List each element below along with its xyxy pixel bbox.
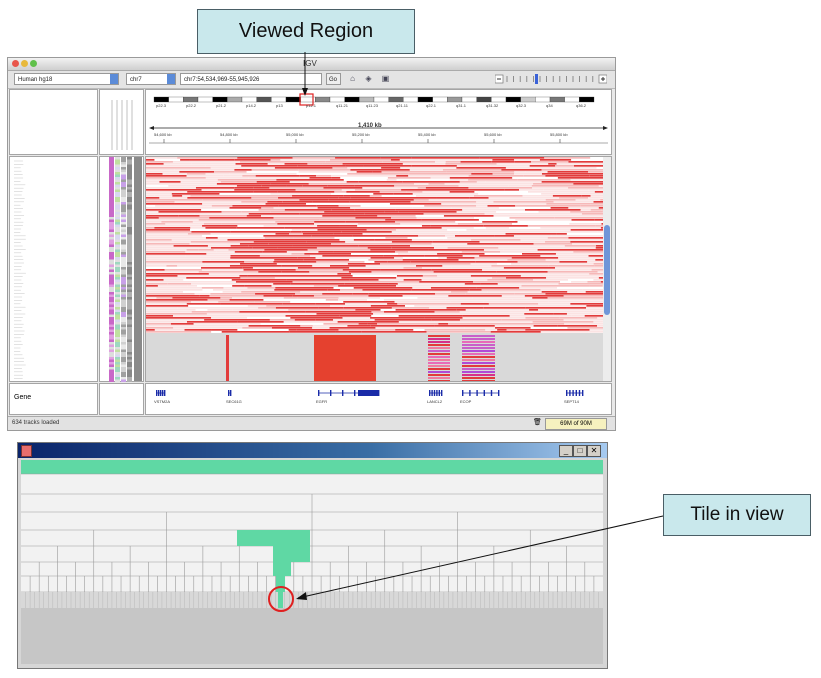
- chromosome-ideogram[interactable]: [146, 90, 611, 154]
- gene-label: LANCL2: [427, 399, 443, 404]
- window-icon[interactable]: ▣: [381, 74, 390, 83]
- ruler-tick-label: 55,400 kb: [418, 132, 436, 137]
- cytoband-label: p12.1: [306, 103, 317, 108]
- ruler-tick-label: 55,200 kb: [352, 132, 370, 137]
- memory-indicator: 69M of 90M: [545, 418, 607, 430]
- cytoband-label: p21.2: [216, 103, 227, 108]
- zoom-slider[interactable]: [495, 74, 607, 84]
- chromosome-value: chr7: [130, 77, 142, 83]
- igv-titlebar: IGV: [8, 58, 615, 71]
- heatmap-tracks: [146, 157, 611, 382]
- name-header-panel: [9, 89, 98, 155]
- track-name-list: [14, 160, 26, 379]
- genome-value: Human hg18: [18, 77, 53, 83]
- igv-window: IGV Human hg18 chr7 chr7:54,534,969-55,9…: [7, 57, 616, 431]
- gene-label: EGFR: [316, 399, 328, 404]
- cytoband-label: q21.11: [396, 103, 408, 108]
- genome-select[interactable]: Human hg18: [14, 73, 119, 85]
- cytoband-label: q31.32: [486, 103, 499, 108]
- zoom-icon[interactable]: [30, 60, 37, 67]
- header-data-panel: p22.3 p22.2 p21.2 p14.2 p13 p12.1 q11.21 q11.23…: [145, 89, 612, 155]
- cytoband-label: p13: [276, 103, 283, 108]
- igv-toolbar: Human hg18 chr7 chr7:54,534,969-55,945,9…: [8, 71, 615, 89]
- gene-label: VSTM2A: [154, 399, 171, 404]
- cytoband-label: q31.1: [456, 103, 467, 108]
- gene-label: SEPT14: [564, 399, 579, 404]
- attribute-panel: [99, 156, 144, 382]
- gene-track-panel: VSTM2A SEC61G EGFR LANCL2 ECOP SEPT14: [145, 383, 612, 415]
- maximize-button[interactable]: □: [573, 445, 587, 457]
- window-title: IGV: [303, 59, 317, 68]
- gene-label: ECOP: [460, 399, 472, 404]
- go-label: Go: [329, 77, 338, 83]
- minimize-button[interactable]: _: [559, 445, 573, 457]
- chevron-down-icon: [167, 74, 175, 84]
- tile-canvas: [21, 460, 603, 664]
- home-icon[interactable]: ⌂: [350, 74, 355, 83]
- tile-in-view-callout: Tile in view: [663, 494, 811, 536]
- locus-input[interactable]: chr7:54,534,969-55,945,926: [180, 73, 322, 85]
- cytoband-label: p14.2: [246, 103, 257, 108]
- tile-pyramid: [21, 460, 603, 664]
- chromosome-select[interactable]: chr7: [126, 73, 176, 85]
- ruler-tick-label: 54,800 kb: [220, 132, 238, 137]
- data-panel: [145, 156, 612, 382]
- cytoband-label: p22.3: [156, 103, 167, 108]
- go-button[interactable]: Go: [326, 73, 341, 85]
- cytoband-label: q11.21: [336, 103, 348, 108]
- gene-attribute-panel: [99, 383, 144, 415]
- ruler-tick-label: 55,000 kb: [286, 132, 304, 137]
- cytoband-label: q11.23: [366, 103, 378, 108]
- navigate-icon[interactable]: ◈: [365, 74, 372, 83]
- viewed-region-callout: Viewed Region: [197, 9, 415, 54]
- cytoband-label: q32.3: [516, 103, 527, 108]
- cytoband-label: q34: [546, 103, 553, 108]
- gene-glyphs: [156, 390, 584, 396]
- close-button[interactable]: ✕: [587, 445, 601, 457]
- ruler-tick-label: 54,600 kb: [154, 132, 172, 137]
- gene-track-label: Gene: [14, 394, 32, 401]
- locus-value: chr7:54,534,969-55,945,926: [184, 77, 260, 83]
- region-span-label: 1,410 kb: [358, 123, 382, 129]
- tile-window: _ □ ✕: [17, 442, 608, 669]
- chevron-down-icon: [110, 74, 118, 84]
- minimize-icon[interactable]: [21, 60, 28, 67]
- gene-label: SEC61G: [226, 399, 242, 404]
- close-icon[interactable]: [12, 60, 19, 67]
- cytoband-label: q22.1: [426, 103, 437, 108]
- attribute-header-panel: [99, 89, 144, 155]
- ruler-tick-label: 55,800 kb: [550, 132, 568, 137]
- cytoband-label: q36.2: [576, 103, 587, 108]
- app-icon: [21, 445, 32, 457]
- ruler-tick-label: 55,600 kb: [484, 132, 502, 137]
- status-bar: 634 tracks loaded 🗑 69M of 90M: [8, 416, 615, 430]
- status-text: 634 tracks loaded: [12, 420, 60, 426]
- track-names-panel: [9, 156, 98, 382]
- trash-icon[interactable]: 🗑: [533, 419, 542, 426]
- attribute-columns: [109, 157, 142, 382]
- tile-window-titlebar: _ □ ✕: [18, 443, 607, 458]
- attribute-headers: [111, 100, 133, 150]
- gene-name-panel: Gene: [9, 383, 98, 415]
- cytoband-label: p22.2: [186, 103, 197, 108]
